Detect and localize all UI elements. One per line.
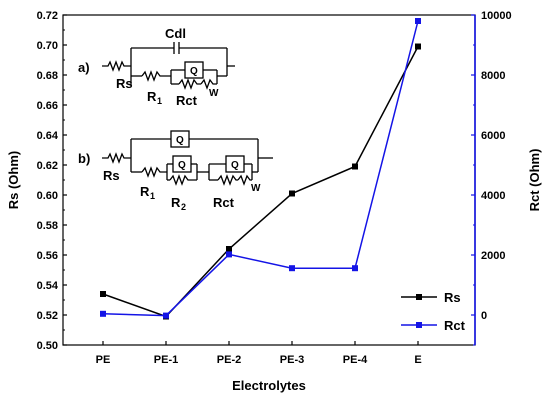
x-tick-label: PE-3 <box>280 354 304 366</box>
circuit-a-rct-label: Rct <box>176 93 198 108</box>
circuit-b-w-label: W <box>251 183 261 194</box>
circuit-a-q-label: Q <box>190 66 198 77</box>
right-tick-label: 0 <box>481 310 487 322</box>
circuit-b-r2-label: R <box>171 195 181 210</box>
left-tick-label: 0.58 <box>37 220 58 232</box>
data-point-rct <box>226 251 232 258</box>
legend-rs-marker <box>416 294 422 300</box>
data-point-rct <box>415 18 421 24</box>
circuit-a-r1-resistor <box>141 70 171 82</box>
x-tick-label: PE-1 <box>154 354 178 366</box>
left-tick-label: 0.68 <box>37 70 58 82</box>
circuit-a: a) Rs Cdl R 1 Q W Rct <box>78 26 235 108</box>
circuit-b-rct-label: Rct <box>213 195 235 210</box>
data-point-rs <box>352 163 358 170</box>
right-tick-label: 8000 <box>481 70 505 82</box>
left-axis-title: Rs (Ohm) <box>6 151 21 210</box>
x-axis-title: Electrolytes <box>232 378 306 393</box>
circuit-b-r1-resistor <box>141 166 167 178</box>
circuit-a-rct-resistor <box>178 78 201 90</box>
data-point-rs <box>226 246 232 252</box>
data-point-rs <box>289 190 295 197</box>
circuit-b-r2-resistor <box>169 174 197 186</box>
x-tick-label: PE-2 <box>217 354 241 366</box>
left-tick-label: 0.52 <box>37 310 58 322</box>
left-tick-label: 0.64 <box>37 130 59 142</box>
x-tick-label: PE-4 <box>343 354 368 366</box>
left-tick-label: 0.54 <box>37 280 59 292</box>
data-point-rs <box>415 43 421 50</box>
circuit-b-q-mid-label: Q <box>178 160 186 171</box>
circuit-b-r2-sub: 2 <box>181 202 186 212</box>
circuit-a-cdl-label: Cdl <box>165 26 186 41</box>
circuit-b-rs-resistor <box>102 152 131 164</box>
x-axis-ticks: PE PE-1 PE-2 PE-3 PE-4 E <box>96 341 422 366</box>
right-tick-label: 10000 <box>481 10 512 22</box>
circuit-b-q-right-label: Q <box>231 160 239 171</box>
series-layer <box>100 18 421 320</box>
x-tick-label: E <box>414 354 421 366</box>
data-point-rct <box>289 265 295 272</box>
circuit-b-w-element <box>237 174 252 186</box>
circuit-a-w-element <box>200 78 217 90</box>
circuit-b-r1-label: R <box>140 184 150 199</box>
circuit-b-r1-sub: 1 <box>150 191 155 201</box>
left-tick-label: 0.70 <box>37 40 58 52</box>
right-axis-ticks: 0 2000 4000 6000 8000 10000 <box>471 10 512 346</box>
legend-rct-marker <box>416 322 422 328</box>
x-tick-label: PE <box>96 354 111 366</box>
right-axis-title: Rct (Ohm) <box>527 149 542 212</box>
left-axis-ticks: 0.50 0.52 0.54 0.56 0.58 0.60 0.62 0.64 0.66 0.68… <box>37 10 67 352</box>
plot-frame <box>62 14 476 346</box>
legend-rs-label: Rs <box>444 290 461 305</box>
data-point-rct <box>163 312 169 319</box>
left-tick-label: 0.50 <box>37 340 58 352</box>
left-tick-label: 0.56 <box>37 250 58 262</box>
series-line-rs <box>102 46 419 318</box>
circuit-b-rct-resistor <box>217 174 238 186</box>
left-tick-label: 0.60 <box>37 190 58 202</box>
legend: Rs Rct <box>401 290 466 333</box>
left-tick-label: 0.72 <box>37 10 58 22</box>
circuit-a-w-label: W <box>209 88 219 99</box>
circuit-b: b) Rs Q R 1 Q R 2 Q W <box>78 130 273 212</box>
circuit-b-label: b) <box>78 151 90 166</box>
circuit-a-r1-label: R <box>147 89 157 104</box>
circuit-b-q-top-label: Q <box>176 135 184 146</box>
right-tick-label: 2000 <box>481 250 505 262</box>
right-tick-label: 6000 <box>481 130 505 142</box>
series-line-rct <box>102 20 419 317</box>
data-point-rs <box>100 291 106 297</box>
circuit-a-rs-label: Rs <box>116 76 133 91</box>
data-point-rct <box>352 265 358 272</box>
circuit-a-rs-resistor <box>102 60 131 72</box>
right-tick-label: 4000 <box>481 190 505 202</box>
circuit-b-rs-label: Rs <box>103 168 120 183</box>
legend-rct-label: Rct <box>444 318 466 333</box>
left-tick-label: 0.66 <box>37 100 58 112</box>
data-point-rct <box>100 310 106 317</box>
left-tick-label: 0.62 <box>37 160 58 172</box>
circuit-a-label: a) <box>78 60 90 75</box>
circuit-a-r1-sub: 1 <box>157 96 162 106</box>
